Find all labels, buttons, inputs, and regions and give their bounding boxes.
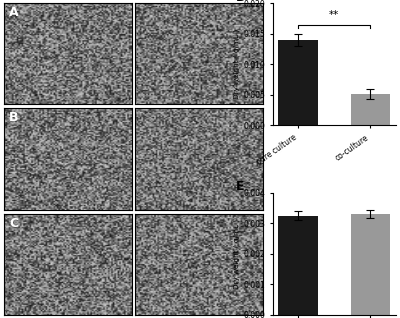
Text: B: B xyxy=(9,111,19,124)
Bar xyxy=(278,216,318,315)
Text: D: D xyxy=(236,0,246,4)
Bar xyxy=(350,214,390,315)
Text: C: C xyxy=(9,217,18,230)
Y-axis label: Dry weight ( g/mL ): Dry weight ( g/mL ) xyxy=(234,29,240,99)
Text: E: E xyxy=(236,180,244,193)
Text: **: ** xyxy=(329,10,340,20)
Y-axis label: Dry weight ( g/mL ): Dry weight ( g/mL ) xyxy=(234,219,240,289)
Bar xyxy=(278,40,318,125)
Bar xyxy=(350,93,390,125)
Text: A: A xyxy=(9,6,19,19)
